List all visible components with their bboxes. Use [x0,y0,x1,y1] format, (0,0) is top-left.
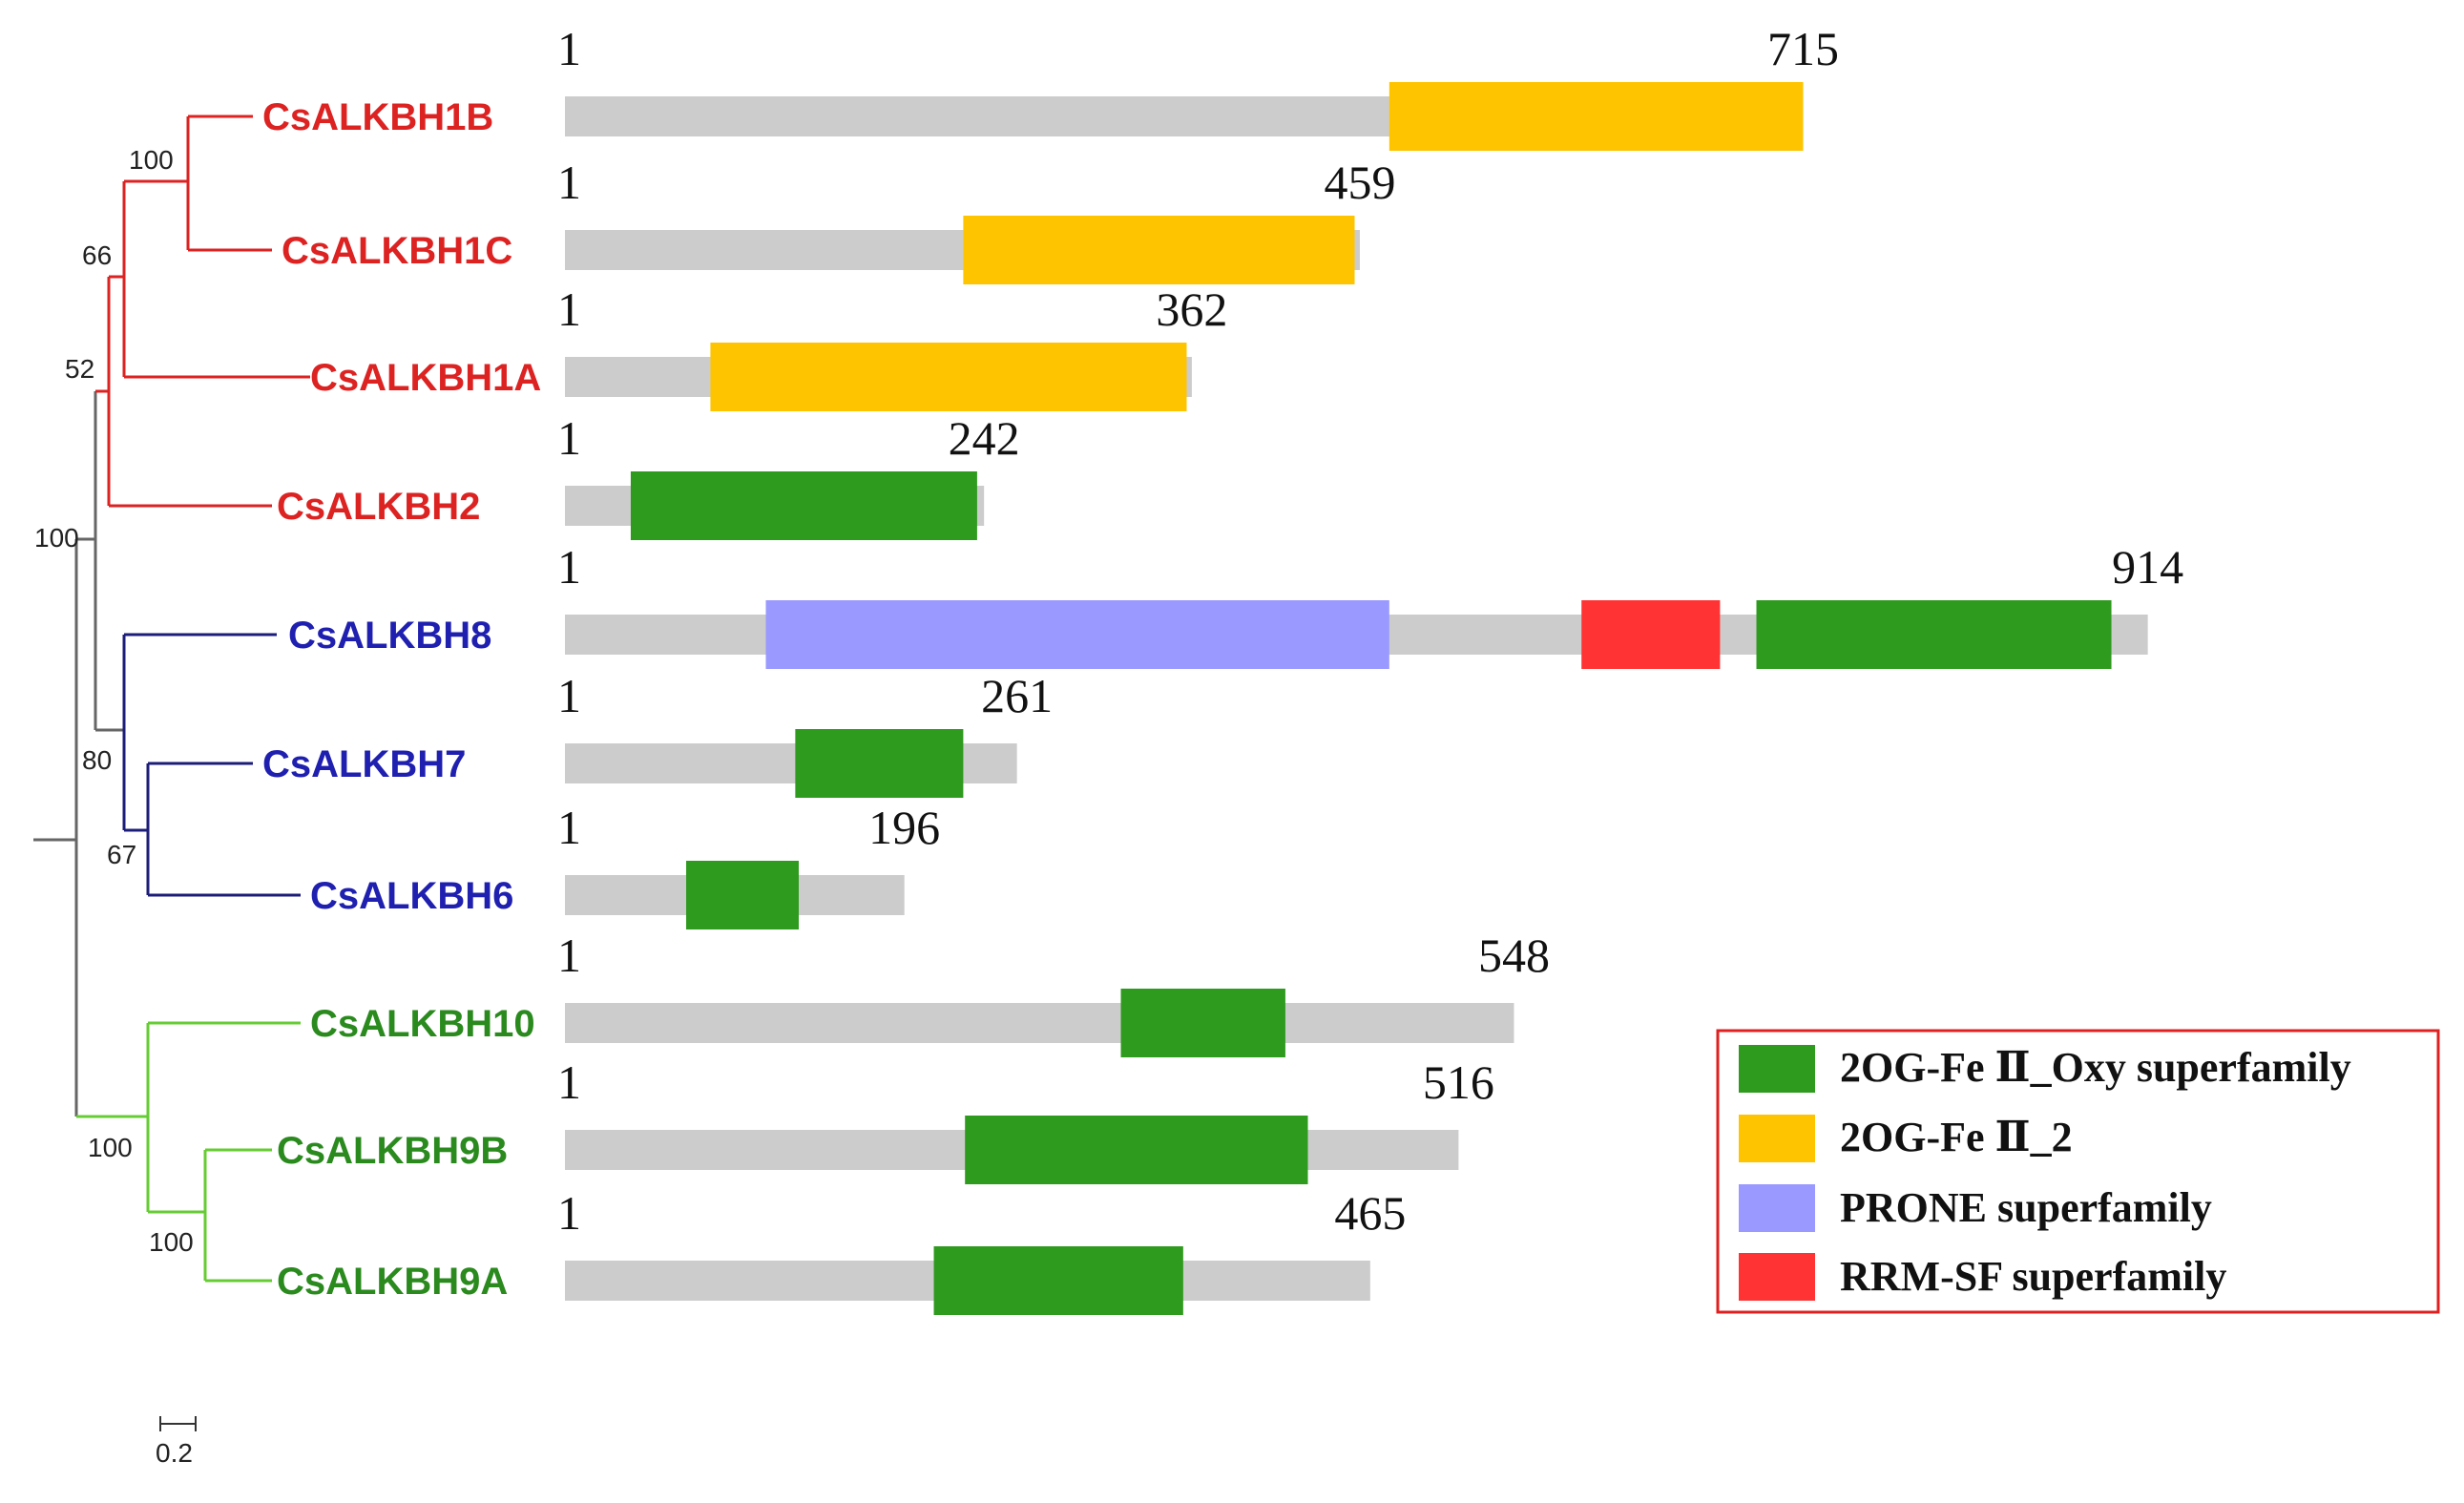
domain-block-oxy [965,1116,1308,1184]
tree-branch-upper-clade [76,391,97,730]
domain-legend: 2OG-Fe Ⅱ_Oxy superfamily 2OG-Fe Ⅱ_2 PRON… [1716,1029,2440,1314]
domain-block-prone [765,600,1389,669]
protein-start-label: 1 [557,411,581,465]
legend-label-prone: PRONE superfamily [1840,1184,2212,1231]
protein-length-label: 548 [1478,929,1550,982]
bootstrap-value: 100 [88,1133,133,1162]
taxon-label: CsALKBH1C [282,230,512,272]
legend-swatch-rrm [1739,1253,1815,1301]
scale-bar-label: 0.2 [156,1438,193,1468]
taxon-label: CsALKBH2 [277,486,480,528]
tree-branch-blue-subclade [122,633,301,897]
taxon-label: CsALKBH9B [277,1130,508,1172]
protein-length-label: 196 [868,801,940,854]
legend-label-fe2: 2OG-Fe Ⅱ_2 [1840,1114,2073,1160]
domain-block-fe2 [963,216,1355,284]
taxon-label: CsALKBH6 [310,875,513,917]
domain-block-oxy [686,861,799,929]
protein-length-label: 362 [1156,282,1227,336]
protein-row: 1 465 [557,1186,1406,1315]
protein-length-label: 914 [2112,540,2183,594]
protein-start-label: 1 [557,540,581,594]
bootstrap-value: 100 [149,1227,194,1257]
protein-start-label: 1 [557,282,581,336]
protein-length-label: 261 [981,669,1053,722]
legend-frame [1716,1029,2440,1314]
protein-start-label: 1 [557,801,581,854]
protein-row: 1 459 [557,156,1395,284]
protein-start-label: 1 [557,1055,581,1109]
protein-length-label: 516 [1423,1055,1494,1109]
domain-block-rrm [1581,600,1721,669]
protein-length-label: 465 [1334,1186,1406,1240]
phylogenetic-tree [33,115,310,1283]
bootstrap-value: 80 [82,745,112,775]
taxon-label: CsALKBH10 [310,1003,535,1045]
tree-root-branch [33,539,78,1117]
domain-block-fe2 [1389,82,1804,151]
scale-bar-line [159,1416,197,1431]
protein-row: 1 362 [557,282,1227,411]
protein-length-label: 459 [1324,156,1395,209]
domain-block-fe2 [710,343,1187,411]
legend-swatch-oxy [1739,1045,1815,1093]
protein-row: 1 261 [557,669,1053,798]
tree-branch-red-clade [95,115,310,508]
bootstrap-value: 100 [34,523,79,553]
protein-start-label: 1 [557,669,581,722]
protein-row: 1 914 [557,540,2183,669]
protein-backbone-bar [565,1003,1514,1043]
taxon-labels: CsALKBH1B CsALKBH1C CsALKBH1A CsALKBH2 CsALK… [262,96,541,1303]
legend-swatch-fe2 [1739,1115,1815,1162]
taxon-label: CsALKBH1A [310,357,541,399]
protein-start-label: 1 [557,156,581,209]
protein-row: 1 242 [557,411,1020,540]
domain-block-oxy [933,1246,1183,1315]
bootstrap-value: 52 [65,354,94,384]
legend-label-oxy: 2OG-Fe Ⅱ_Oxy superfamily [1840,1044,2351,1091]
bootstrap-value: 67 [107,840,136,869]
protein-row: 1 516 [557,1055,1494,1184]
bootstrap-value: 66 [82,240,112,270]
taxon-label: CsALKBH7 [262,743,466,785]
domain-block-oxy [795,729,964,798]
protein-length-label: 242 [949,411,1020,465]
domain-block-oxy [1756,600,2112,669]
domain-block-oxy [1120,989,1285,1057]
taxon-label: CsALKBH8 [288,615,491,657]
protein-start-label: 1 [557,22,581,75]
legend-swatch-prone [1739,1184,1815,1232]
tree-branch-green-clade [76,1021,301,1283]
taxon-label: CsALKBH1B [262,96,493,138]
legend-label-rrm: RRM-SF superfamily [1840,1253,2226,1300]
protein-row: 1 715 [557,22,1839,151]
taxon-label: CsALKBH9A [277,1261,508,1303]
protein-start-label: 1 [557,1186,581,1240]
protein-row: 1 196 [557,801,940,929]
protein-start-label: 1 [557,929,581,982]
bootstrap-values: 100 66 52 100 80 67 100 100 [34,145,194,1257]
domain-block-oxy [630,471,977,540]
protein-row: 1 548 [557,929,1550,1057]
protein-length-label: 715 [1767,22,1839,75]
bootstrap-value: 100 [129,145,174,175]
tree-scale-bar: 0.2 [156,1416,197,1468]
